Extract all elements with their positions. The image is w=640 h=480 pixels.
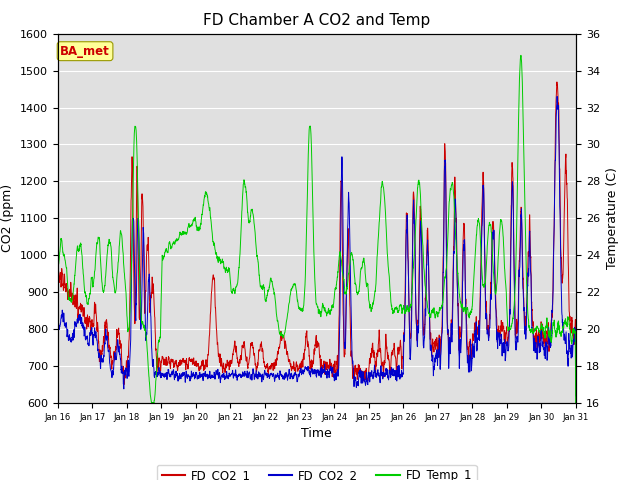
Text: BA_met: BA_met bbox=[60, 45, 110, 58]
Y-axis label: CO2 (ppm): CO2 (ppm) bbox=[1, 184, 14, 252]
Y-axis label: Temperature (C): Temperature (C) bbox=[605, 168, 618, 269]
X-axis label: Time: Time bbox=[301, 428, 332, 441]
FD_CO2_2 bbox=[218, 374, 226, 380]
FD_CO2_1 bbox=[415, 264, 423, 269]
FD_Temp_1 bbox=[382, 223, 390, 229]
FD_Temp_1 bbox=[415, 180, 423, 186]
FD_Temp_1 bbox=[415, 181, 423, 187]
FD_Temp_1 bbox=[218, 258, 226, 264]
FD_CO2_2 bbox=[443, 296, 451, 301]
FD_CO2_1 bbox=[443, 294, 451, 300]
FD_CO2_1 bbox=[218, 361, 226, 367]
Legend: FD_CO2_1, FD_CO2_2, FD_Temp_1: FD_CO2_1, FD_CO2_2, FD_Temp_1 bbox=[157, 465, 477, 480]
FD_Temp_1 bbox=[443, 259, 451, 264]
Line: FD_CO2_2: FD_CO2_2 bbox=[58, 96, 576, 396]
FD_Temp_1 bbox=[517, 52, 525, 58]
FD_CO2_2 bbox=[481, 291, 489, 297]
FD_CO2_1 bbox=[553, 79, 561, 85]
FD_Temp_1 bbox=[54, 400, 61, 406]
FD_CO2_1 bbox=[415, 248, 423, 254]
FD_CO2_1 bbox=[54, 393, 61, 399]
FD_CO2_2 bbox=[415, 271, 423, 276]
Line: FD_CO2_1: FD_CO2_1 bbox=[58, 82, 576, 396]
FD_CO2_2 bbox=[415, 282, 423, 288]
FD_CO2_2 bbox=[54, 393, 61, 399]
FD_Temp_1 bbox=[572, 400, 580, 406]
FD_Temp_1 bbox=[481, 279, 489, 285]
FD_CO2_1 bbox=[572, 393, 580, 399]
FD_CO2_2 bbox=[553, 94, 561, 99]
FD_CO2_2 bbox=[382, 366, 390, 372]
FD_CO2_2 bbox=[572, 393, 580, 399]
Line: FD_Temp_1: FD_Temp_1 bbox=[58, 55, 576, 403]
FD_CO2_1 bbox=[481, 287, 489, 293]
Title: FD Chamber A CO2 and Temp: FD Chamber A CO2 and Temp bbox=[203, 13, 431, 28]
FD_CO2_1 bbox=[382, 335, 390, 340]
